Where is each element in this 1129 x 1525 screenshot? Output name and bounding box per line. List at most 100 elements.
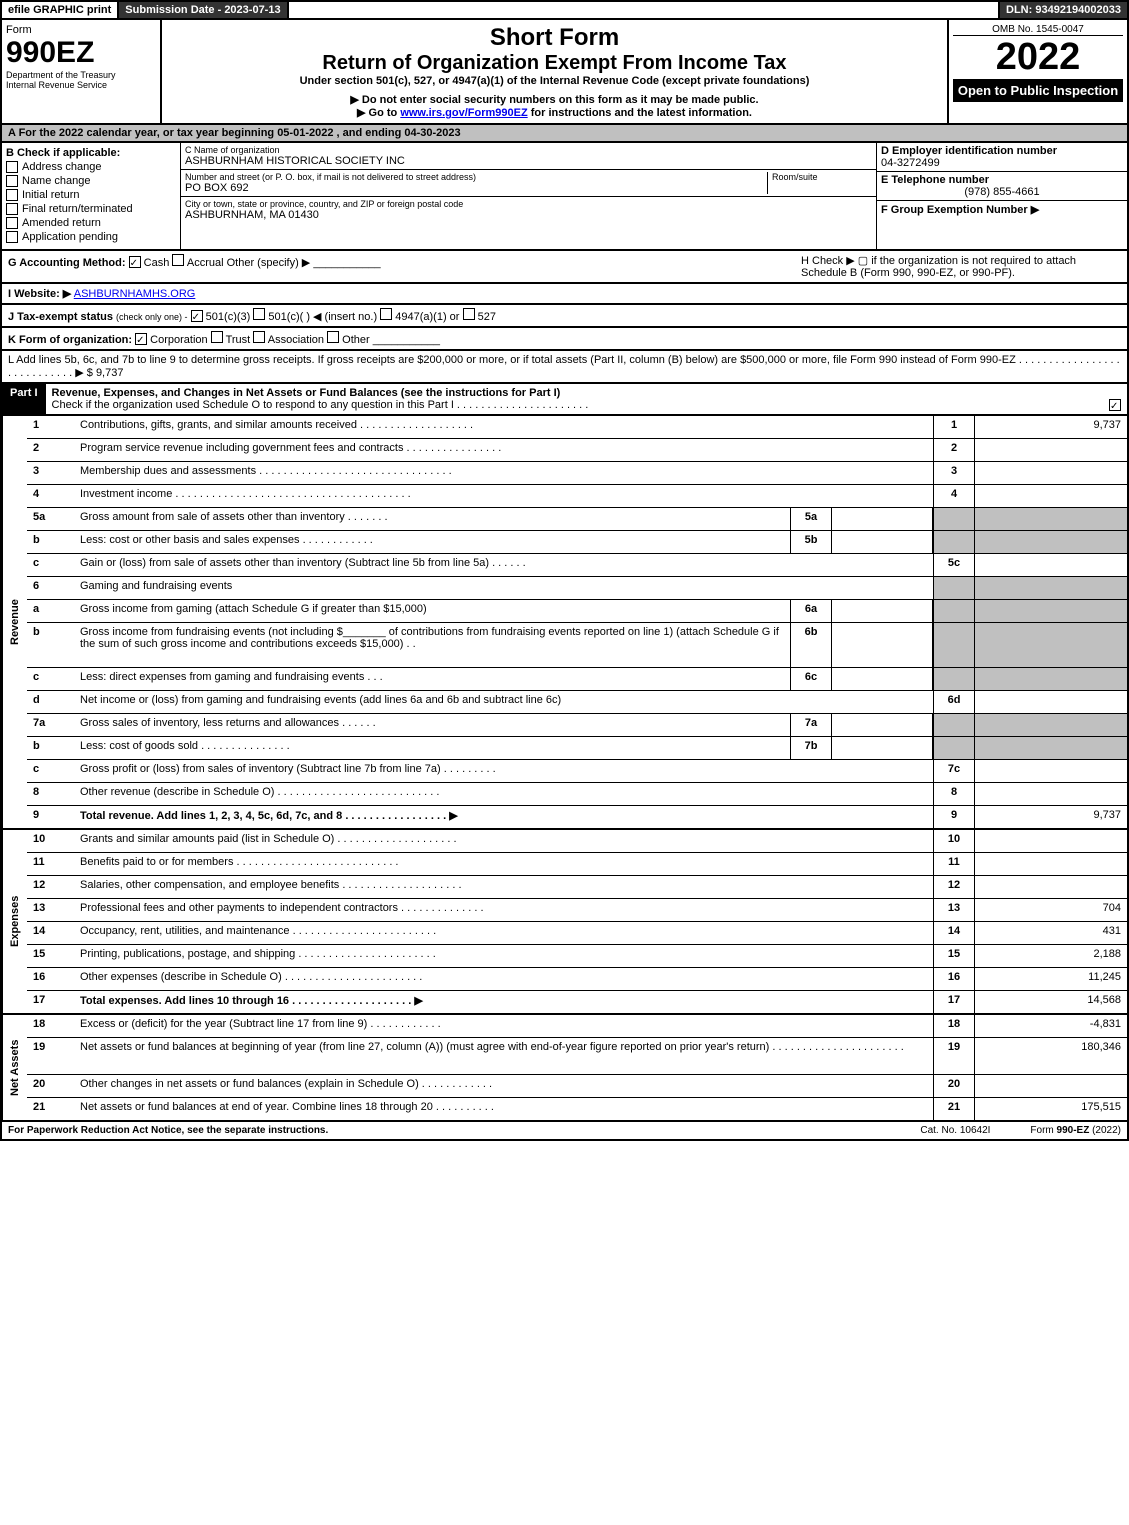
form-header: Form 990EZ Department of the Treasury In… (0, 20, 1129, 125)
footer-right: Form 990-EZ (2022) (1030, 1125, 1121, 1136)
cb-accrual[interactable] (172, 254, 184, 266)
line-6-desc: Gaming and fundraising events (74, 577, 933, 599)
part1-check: Check if the organization used Schedule … (52, 399, 589, 411)
row-k: K Form of organization: Corporation Trus… (0, 328, 1129, 351)
line-15-desc: Printing, publications, postage, and shi… (74, 945, 933, 967)
cb-527[interactable] (463, 308, 475, 320)
ssn-note: ▶ Do not enter social security numbers o… (166, 93, 943, 106)
cb-final-return[interactable] (6, 203, 18, 215)
line-7b-desc: Less: cost of goods sold . . . . . . . .… (74, 737, 790, 759)
cb-amended-return[interactable] (6, 217, 18, 229)
part1-title: Revenue, Expenses, and Changes in Net As… (52, 387, 561, 399)
j-501c3: 501(c)(3) (206, 311, 251, 323)
footer-cat: Cat. No. 10642I (920, 1125, 990, 1136)
phone: (978) 855-4661 (881, 186, 1123, 198)
address-change: Address change (22, 161, 102, 173)
cb-name-change[interactable] (6, 175, 18, 187)
org-name: ASHBURNHAM HISTORICAL SOCIETY INC (185, 155, 872, 167)
row-j: J Tax-exempt status (check only one) - 5… (0, 305, 1129, 328)
expenses-label: Expenses (2, 830, 27, 1013)
line-1-desc: Contributions, gifts, grants, and simila… (74, 416, 933, 438)
line-5b-num: 5b (790, 531, 832, 553)
line-7a-desc: Gross sales of inventory, less returns a… (74, 714, 790, 736)
j-527: 527 (478, 311, 496, 323)
short-form-title: Short Form (166, 24, 943, 52)
revenue-section: Revenue 1Contributions, gifts, grants, a… (0, 416, 1129, 830)
line-11-val (974, 853, 1127, 875)
l-value: 9,737 (96, 367, 124, 379)
irs-label: Internal Revenue Service (6, 80, 156, 90)
form-number: 990EZ (6, 36, 156, 70)
line-6b-desc: Gross income from fundraising events (no… (74, 623, 790, 667)
line-18-desc: Excess or (deficit) for the year (Subtra… (74, 1015, 933, 1037)
line-2-desc: Program service revenue including govern… (74, 439, 933, 461)
line-6b-num: 6b (790, 623, 832, 667)
omb-number: OMB No. 1545-0047 (953, 24, 1123, 36)
line-9-desc: Total revenue. Add lines 1, 2, 3, 4, 5c,… (74, 806, 933, 828)
section-identity: B Check if applicable: Address change Na… (0, 143, 1129, 251)
dept-treasury: Department of the Treasury (6, 70, 156, 80)
ein: 04-3272499 (881, 157, 1123, 169)
line-6d-desc: Net income or (loss) from gaming and fun… (74, 691, 933, 713)
line-14-val: 431 (974, 922, 1127, 944)
subtitle: Under section 501(c), 527, or 4947(a)(1)… (166, 75, 943, 87)
name-change: Name change (22, 175, 91, 187)
goto-pre: ▶ Go to (357, 107, 400, 119)
line-4-desc: Investment income . . . . . . . . . . . … (74, 485, 933, 507)
b-label: B Check if applicable: (6, 147, 176, 159)
website-link[interactable]: ASHBURNHAMHS.ORG (74, 288, 196, 300)
line-3-desc: Membership dues and assessments . . . . … (74, 462, 933, 484)
cb-cash[interactable] (129, 256, 141, 268)
expenses-section: Expenses 10Grants and similar amounts pa… (0, 830, 1129, 1015)
return-title: Return of Organization Exempt From Incom… (166, 52, 943, 75)
e-label: E Telephone number (881, 174, 1123, 186)
line-18-val: -4,831 (974, 1015, 1127, 1037)
line-19-val: 180,346 (974, 1038, 1127, 1074)
cb-initial-return[interactable] (6, 189, 18, 201)
line-5c-desc: Gain or (loss) from sale of assets other… (74, 554, 933, 576)
i-label: I Website: ▶ (8, 288, 71, 300)
line-6c-num: 6c (790, 668, 832, 690)
org-city: ASHBURNHAM, MA 01430 (185, 209, 872, 221)
cb-corp[interactable] (135, 333, 147, 345)
cb-4947[interactable] (380, 308, 392, 320)
line-16-desc: Other expenses (describe in Schedule O) … (74, 968, 933, 990)
row-l: L Add lines 5b, 6c, and 7b to line 9 to … (0, 351, 1129, 384)
efile-print-button[interactable]: efile GRAPHIC print (2, 2, 119, 18)
org-street: PO BOX 692 (185, 182, 767, 194)
revenue-label: Revenue (2, 416, 27, 828)
k-other: Other (342, 334, 370, 346)
g-cash: Cash (144, 257, 170, 269)
g-label: G Accounting Method: (8, 257, 126, 269)
line-15-val: 2,188 (974, 945, 1127, 967)
cb-501c[interactable] (253, 308, 265, 320)
top-bar: efile GRAPHIC print Submission Date - 20… (0, 0, 1129, 20)
line-8-desc: Other revenue (describe in Schedule O) .… (74, 783, 933, 805)
line-7b-num: 7b (790, 737, 832, 759)
line-5c-val (974, 554, 1127, 576)
tax-year: 2022 (953, 36, 1123, 79)
goto-post: for instructions and the latest informat… (528, 107, 752, 119)
line-9-val: 9,737 (974, 806, 1127, 828)
cb-trust[interactable] (211, 331, 223, 343)
j-4947: 4947(a)(1) or (395, 311, 459, 323)
k-corp: Corporation (150, 334, 207, 346)
line-6a-desc: Gross income from gaming (attach Schedul… (74, 600, 790, 622)
row-i: I Website: ▶ ASHBURNHAMHS.ORG (0, 284, 1129, 305)
line-13-desc: Professional fees and other payments to … (74, 899, 933, 921)
h-text: H Check ▶ ▢ if the organization is not r… (801, 254, 1121, 279)
line-21-desc: Net assets or fund balances at end of ye… (74, 1098, 933, 1120)
irs-link[interactable]: www.irs.gov/Form990EZ (400, 107, 527, 119)
f-label: F Group Exemption Number ▶ (881, 203, 1123, 216)
cb-address-change[interactable] (6, 161, 18, 173)
cb-schedule-o[interactable] (1109, 399, 1121, 411)
cb-assoc[interactable] (253, 331, 265, 343)
dln: DLN: 93492194002033 (998, 2, 1127, 18)
cb-application-pending[interactable] (6, 231, 18, 243)
line-10-val (974, 830, 1127, 852)
part1-label: Part I (2, 384, 46, 414)
cb-501c3[interactable] (191, 310, 203, 322)
line-17-val: 14,568 (974, 991, 1127, 1013)
line-7c-val (974, 760, 1127, 782)
cb-other-org[interactable] (327, 331, 339, 343)
